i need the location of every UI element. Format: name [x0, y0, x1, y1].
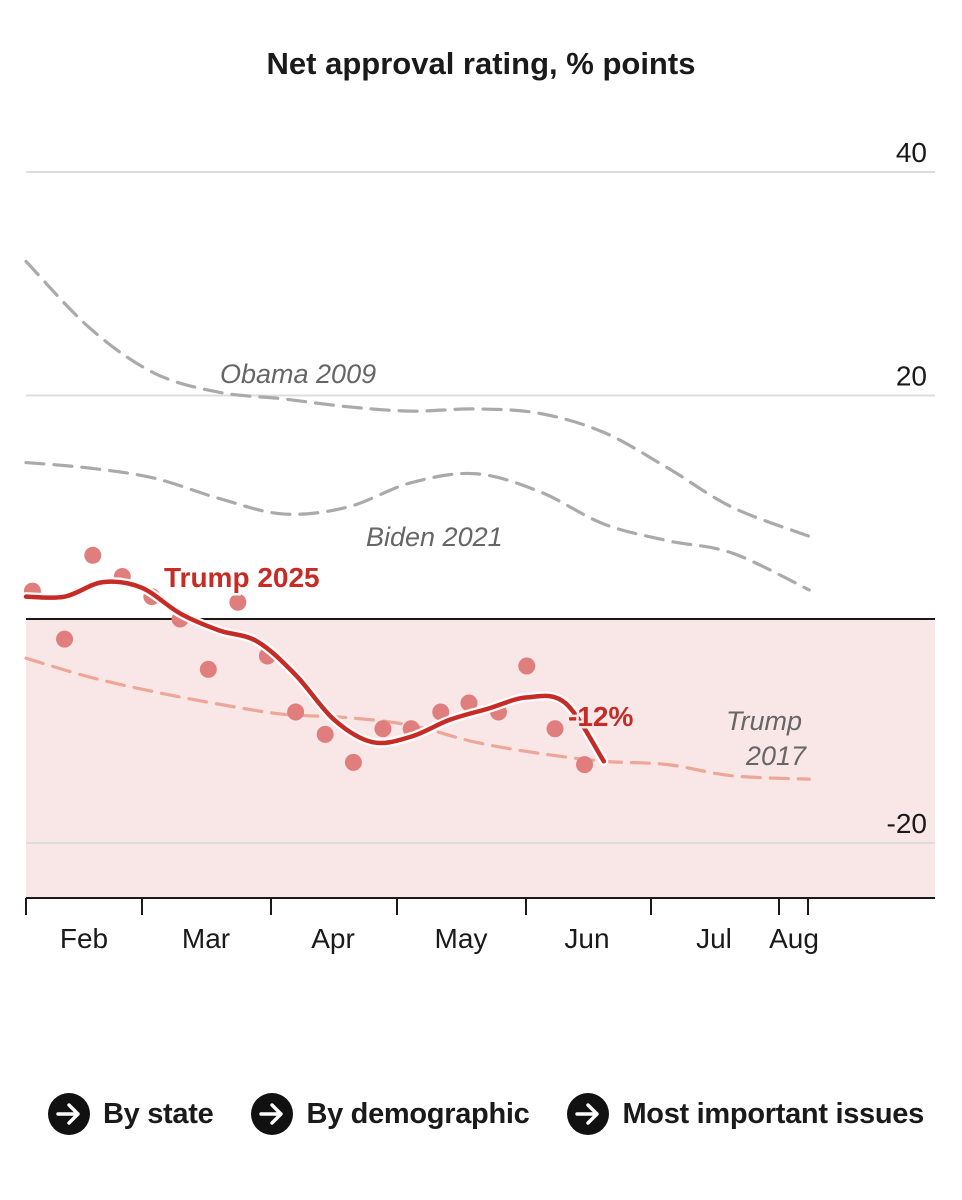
x-tick-label: Jul: [696, 923, 732, 954]
x-tick-label: Aug: [769, 923, 819, 954]
poll-point: [229, 593, 247, 611]
poll-point: [316, 725, 334, 743]
by-demographic-link[interactable]: By demographic: [251, 1093, 530, 1135]
gridlines: 40 20 -20: [26, 137, 935, 844]
x-tick-label: Apr: [311, 923, 355, 954]
approval-chart: Net approval rating, % points 40 20 -20 Fe…: [23, 46, 935, 954]
trump-2017-label-line1: Trump: [726, 706, 802, 736]
biden-label: Biden 2021: [366, 522, 503, 552]
poll-point: [287, 703, 305, 721]
by-state-link[interactable]: By state: [48, 1093, 214, 1135]
arrow-right-icon: [48, 1093, 90, 1135]
x-tick-label: Feb: [60, 923, 108, 954]
x-axis: Feb Mar Apr May Jun Jul Aug: [25, 897, 935, 954]
bottom-navigation: By state By demographic Most important i…: [48, 1093, 962, 1135]
poll-point: [460, 694, 478, 712]
negative-region-shading: [26, 619, 935, 898]
x-tick-label: May: [435, 923, 488, 954]
trump-2025-label: Trump 2025: [164, 562, 320, 593]
biden-2021-line: [24, 460, 811, 592]
chart-title: Net approval rating, % points: [267, 46, 696, 81]
y-tick-label: -20: [887, 808, 927, 839]
trump-2017-label-line2: 2017: [745, 741, 807, 771]
poll-point: [576, 756, 594, 774]
poll-point: [56, 630, 74, 648]
poll-point: [432, 703, 450, 721]
x-tick-label: Jun: [564, 923, 609, 954]
arrow-right-icon: [567, 1093, 610, 1135]
obama-label: Obama 2009: [220, 359, 376, 389]
poll-point: [546, 720, 564, 738]
by-state-label: By state: [103, 1097, 214, 1130]
by-demographic-label: By demographic: [306, 1097, 530, 1130]
poll-point: [518, 657, 536, 675]
arrow-right-icon: [251, 1093, 294, 1135]
series-labels: Obama 2009 Biden 2021 Trump 2025 Trump 2…: [162, 359, 807, 771]
obama-2009-line: [24, 259, 811, 538]
most-important-issues-link[interactable]: Most important issues: [567, 1093, 924, 1135]
most-important-issues-label: Most important issues: [622, 1097, 924, 1130]
y-tick-label: 40: [896, 137, 927, 168]
end-value-label: -12%: [568, 701, 633, 732]
poll-point: [199, 660, 217, 678]
y-tick-label: 20: [896, 361, 927, 392]
x-tick-label: Mar: [182, 923, 230, 954]
poll-point: [344, 753, 362, 771]
poll-point: [374, 720, 392, 738]
trump-2025-line: [23, 579, 607, 764]
poll-point: [84, 546, 102, 564]
